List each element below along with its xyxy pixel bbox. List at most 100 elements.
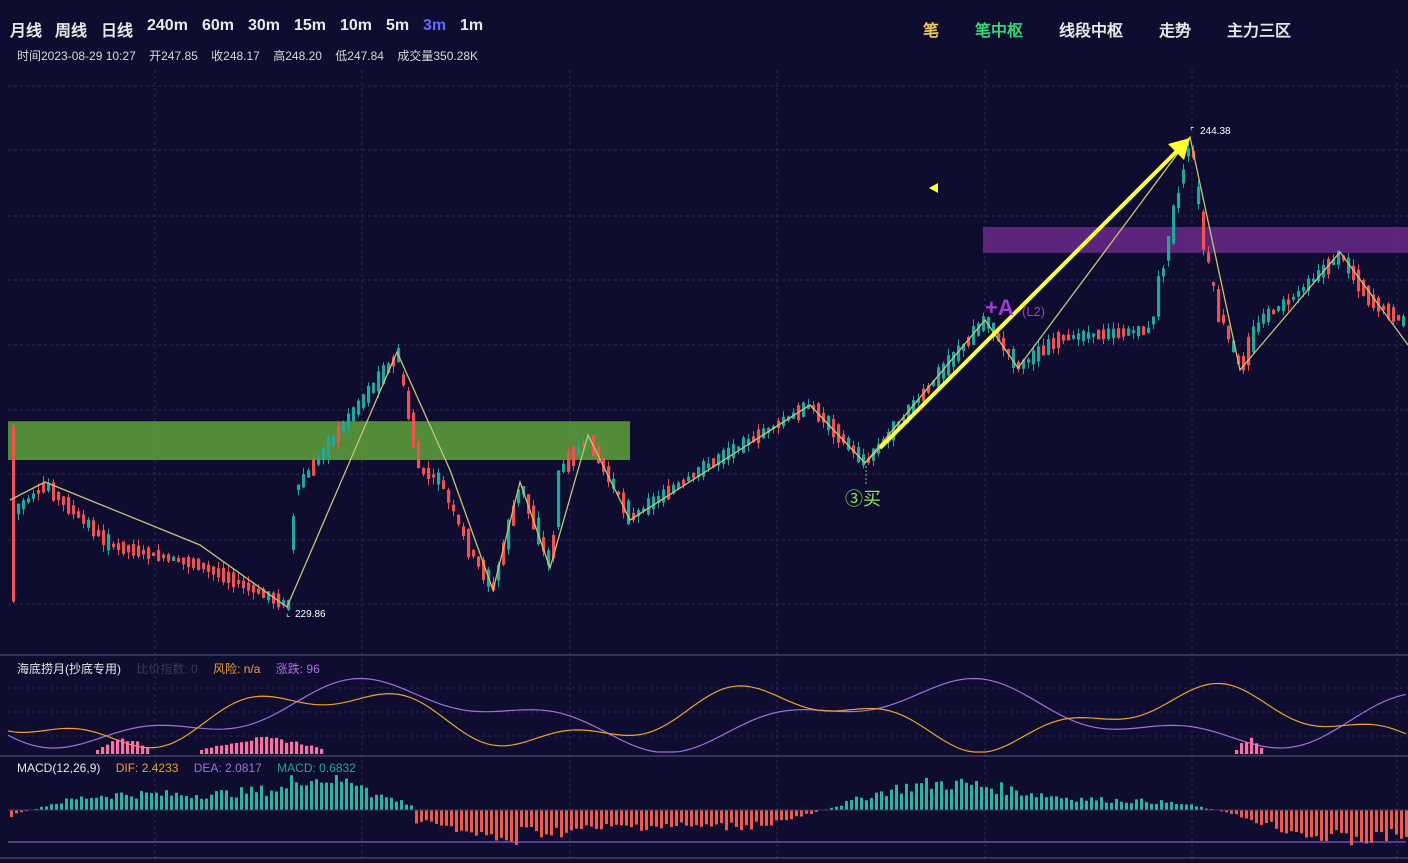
candle-body bbox=[152, 552, 156, 557]
candle-body bbox=[292, 516, 296, 551]
macd-bar bbox=[70, 798, 73, 810]
candle-body bbox=[807, 404, 811, 409]
candle-body bbox=[337, 425, 341, 443]
macd-bar bbox=[1305, 810, 1308, 838]
macd-bar bbox=[730, 810, 733, 823]
top-toolbar: 月线 周线 日线 240m 60m 30m 15m 10m 5m 3m 1m 笔 笔中枢 线段中枢 走势 主… bbox=[0, 0, 1408, 40]
candle-body bbox=[332, 435, 336, 447]
macd-bar bbox=[1100, 797, 1103, 810]
candle-body bbox=[1267, 308, 1271, 322]
mode-tab-3[interactable]: 走势 bbox=[1159, 23, 1192, 40]
candle-body bbox=[1142, 326, 1146, 335]
indicator1-name: 海底捞月(抄底专用) bbox=[17, 662, 121, 676]
macd-bar bbox=[965, 782, 968, 810]
macd-bar bbox=[120, 792, 123, 810]
macd-bar bbox=[1195, 806, 1198, 810]
period-tab-周线[interactable]: 周线 bbox=[55, 23, 88, 40]
indicator1-bar bbox=[245, 741, 249, 754]
macd-bar bbox=[520, 810, 523, 827]
period-tab-10m[interactable]: 10m bbox=[340, 17, 373, 34]
period-tab-月线[interactable]: 月线 bbox=[10, 23, 43, 40]
indicator1-bar bbox=[290, 741, 294, 754]
macd-bar bbox=[200, 798, 203, 810]
macd-bar bbox=[960, 778, 963, 810]
candle-body bbox=[227, 571, 231, 584]
macd-bar bbox=[440, 810, 443, 826]
candle-body bbox=[1392, 307, 1396, 322]
macd-bar bbox=[1080, 797, 1083, 810]
indicator1-bar bbox=[250, 740, 254, 754]
macd-bar bbox=[115, 793, 118, 810]
candle-body bbox=[57, 492, 61, 501]
candle-body bbox=[737, 446, 741, 450]
macd-bar bbox=[315, 779, 318, 810]
macd-panel bbox=[8, 775, 1408, 846]
candle-body bbox=[687, 476, 691, 482]
mode-tab-4[interactable]: 主力三区 bbox=[1227, 23, 1292, 40]
candle-body bbox=[812, 405, 816, 410]
candle-body bbox=[92, 520, 96, 537]
candle-body bbox=[1247, 336, 1251, 366]
mode-tab-1[interactable]: 笔中枢 bbox=[975, 23, 1024, 40]
candle-body bbox=[552, 535, 556, 559]
macd-bar bbox=[290, 775, 293, 810]
period-tab-5m[interactable]: 5m bbox=[386, 17, 410, 34]
ohlc-volume: 成交量350.28K bbox=[397, 49, 479, 63]
macd-bar bbox=[605, 810, 608, 825]
candle-body bbox=[1082, 330, 1086, 342]
candle-body bbox=[692, 472, 696, 479]
candle-body bbox=[102, 530, 106, 546]
period-tab-1m[interactable]: 1m bbox=[460, 17, 484, 34]
macd-bar bbox=[1035, 797, 1038, 810]
period-tab-30m[interactable]: 30m bbox=[248, 17, 281, 34]
macd-bar bbox=[995, 794, 998, 810]
candle-body bbox=[1272, 309, 1276, 315]
period-tab-60m[interactable]: 60m bbox=[202, 17, 235, 34]
candle-body bbox=[382, 365, 386, 385]
mode-tab-2[interactable]: 线段中枢 bbox=[1059, 23, 1124, 40]
macd-bar bbox=[235, 797, 238, 810]
candle-body bbox=[572, 446, 576, 466]
macd-bar bbox=[225, 790, 228, 810]
macd-bar bbox=[1245, 810, 1248, 819]
macd-bar bbox=[425, 810, 428, 821]
trend-arrow-shaft bbox=[878, 144, 1184, 450]
period-tab-240m[interactable]: 240m bbox=[147, 17, 188, 34]
candle-body bbox=[532, 505, 536, 530]
period-tab-3m[interactable]: 3m bbox=[423, 17, 447, 34]
macd-bar bbox=[990, 788, 993, 810]
macd-bar bbox=[785, 810, 788, 821]
mode-tab-0[interactable]: 笔 bbox=[923, 23, 940, 40]
macd-bar bbox=[360, 785, 363, 810]
candle-body bbox=[762, 428, 766, 439]
macd-bar bbox=[1265, 810, 1268, 824]
macd-bar bbox=[905, 783, 908, 810]
ohlc-low: 低247.84 bbox=[335, 49, 384, 63]
indicator1-bar bbox=[210, 747, 214, 754]
period-tab-日线[interactable]: 日线 bbox=[101, 23, 134, 40]
macd-bar bbox=[90, 797, 93, 810]
macd-bar bbox=[1235, 810, 1238, 814]
candle-body bbox=[627, 500, 631, 525]
macd-bar bbox=[1170, 801, 1173, 810]
indicator1-bar bbox=[305, 745, 309, 754]
indicator1-bar bbox=[260, 737, 264, 754]
macd-bar bbox=[185, 795, 188, 810]
candle-body bbox=[462, 526, 466, 537]
macd-bar bbox=[335, 775, 338, 810]
candle-body bbox=[852, 445, 856, 454]
candle-body bbox=[1262, 313, 1266, 324]
macd-bar bbox=[725, 810, 728, 831]
candle-body bbox=[222, 567, 226, 583]
indicator1-bar bbox=[1255, 743, 1259, 754]
macd-bar bbox=[810, 810, 813, 814]
candle-body bbox=[1062, 335, 1066, 341]
macd-bar bbox=[835, 806, 838, 810]
period-tab-15m[interactable]: 15m bbox=[294, 17, 327, 34]
candle-body bbox=[902, 417, 906, 421]
indicator1-bar bbox=[310, 745, 314, 754]
macd-name: MACD(12,26,9) bbox=[17, 761, 101, 775]
candle-body bbox=[82, 514, 86, 524]
candle-body bbox=[37, 489, 41, 494]
